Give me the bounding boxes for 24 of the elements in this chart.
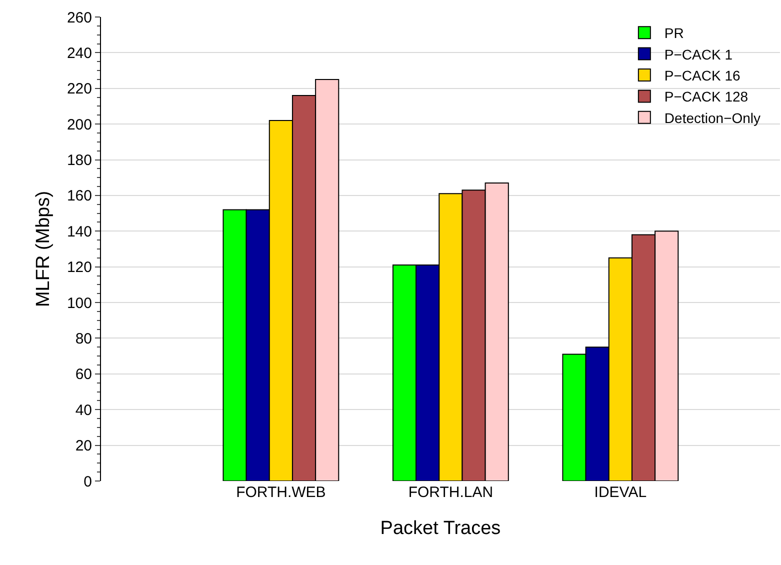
y-tick-label: 100 [66, 294, 92, 312]
x-tick-label: IDEVAL [594, 484, 647, 501]
y-tick-label: 0 [84, 473, 92, 490]
legend-label: P−CACK 1 [664, 46, 733, 62]
legend-label: PR [664, 25, 684, 42]
y-tick-label: 20 [75, 438, 92, 455]
y-tick-label: 160 [66, 188, 92, 205]
y-tick-label: 200 [66, 116, 92, 134]
x-tick-label: FORTH.LAN [408, 484, 494, 501]
legend-label: P−CACK 16 [664, 67, 741, 84]
y-tick-label: 240 [66, 44, 92, 62]
y-tick-label: 40 [75, 402, 92, 419]
x-tick-label: FORTH.WEB [236, 484, 326, 501]
y-tick-label: 80 [75, 330, 92, 348]
y-tick-label: 60 [75, 366, 92, 384]
legend-label: Detection−Only [664, 110, 761, 126]
y-tick-label: 140 [66, 223, 92, 240]
y-tick-label: 220 [66, 80, 92, 98]
x-axis-title: Packet Traces [380, 518, 501, 539]
y-axis-title: MLFR (Mbps) [32, 190, 54, 308]
y-tick-label: 260 [66, 9, 92, 26]
y-tick-label: 120 [66, 259, 92, 276]
legend-label: P−CACK 128 [664, 88, 748, 105]
y-tick-label: 180 [66, 152, 92, 170]
